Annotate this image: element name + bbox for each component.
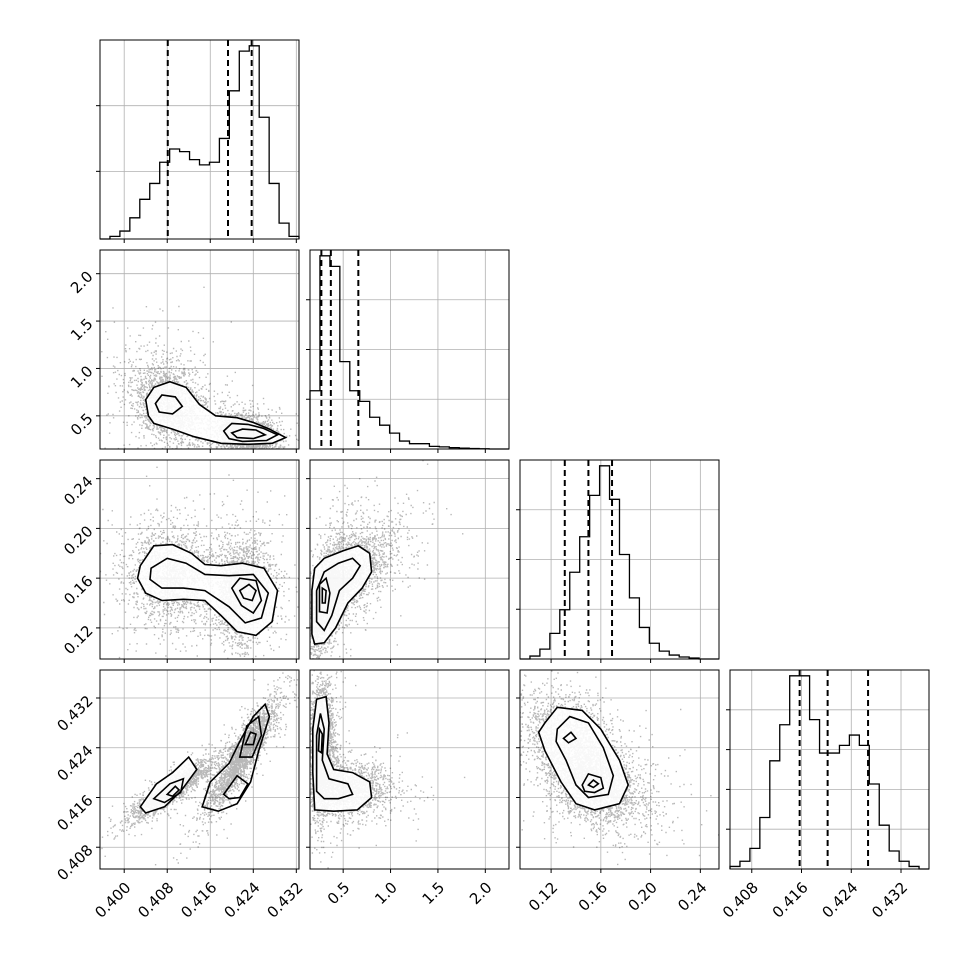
- panel-frame: [99, 459, 300, 660]
- scatter-points: [310, 670, 466, 869]
- x-tick-label: 0.416: [177, 879, 220, 922]
- panel-frame: [99, 249, 300, 450]
- y-tick-label: 0.12: [60, 622, 96, 658]
- panel-frame: [309, 249, 510, 450]
- panel-content: [100, 466, 299, 659]
- density-contour-3: [581, 772, 605, 794]
- panel-frame: [99, 39, 300, 240]
- panel-frame: [99, 669, 300, 870]
- x-tick-label: 1.5: [419, 879, 449, 909]
- x-tick-label: 0.5: [324, 879, 354, 909]
- density-contour-3: [230, 428, 268, 440]
- density-contour-2: [230, 577, 263, 615]
- hist-panel-3: [726, 669, 930, 870]
- scatter-panel-0-3: [99, 669, 300, 870]
- density-contour-4: [587, 779, 600, 789]
- panel-content: [520, 670, 719, 866]
- scatter-points: [100, 672, 299, 869]
- x-tick-label: 0.16: [575, 879, 611, 915]
- density-contour-1: [149, 557, 270, 624]
- x-tick-label: 0.424: [220, 879, 263, 922]
- density-contour-0: [537, 706, 630, 811]
- x-tick-label: 0.24: [674, 879, 710, 915]
- x-tick-label: 0.432: [263, 879, 306, 922]
- panel-frame: [309, 459, 510, 660]
- y-tick-label: 1.5: [67, 315, 97, 345]
- hist-panel-1: [306, 249, 510, 450]
- scatter-panel-2-3: [519, 669, 720, 870]
- density-contour-1: [315, 557, 362, 632]
- panel-content: [100, 286, 299, 449]
- density-contour-1: [315, 713, 354, 800]
- histogram-step-2: [520, 465, 719, 660]
- x-tick-label: 0.424: [818, 879, 861, 922]
- x-tick-label: 0.20: [624, 879, 660, 915]
- y-tick-label: 0.416: [53, 791, 96, 834]
- density-contour-1: [154, 394, 184, 415]
- x-tick-label: 0.400: [91, 879, 134, 922]
- x-tick-label: 1.0: [371, 879, 401, 909]
- density-contour-2: [562, 731, 578, 744]
- density-contour-3: [201, 702, 271, 813]
- density-contour-2: [317, 726, 324, 755]
- histogram-step-3: [729, 675, 929, 870]
- density-contour-0: [136, 543, 279, 637]
- x-tick-label: 0.416: [769, 879, 812, 922]
- hist-panel-0: [96, 39, 300, 240]
- y-tick-label: 0.424: [53, 742, 96, 785]
- density-contour-2: [222, 422, 280, 443]
- density-contour-5: [238, 715, 263, 758]
- histogram-step-0: [100, 45, 300, 240]
- scatter-points: [310, 460, 464, 659]
- density-contour-0: [311, 544, 373, 645]
- density-contour-6: [243, 731, 257, 746]
- x-tick-label: 2.0: [466, 879, 496, 909]
- y-tick-label: 0.16: [60, 572, 96, 608]
- y-tick-label: 0.408: [53, 841, 96, 884]
- scatter-panel-0-2: [99, 459, 300, 660]
- y-tick-label: 0.432: [53, 692, 96, 735]
- y-tick-label: 0.20: [60, 522, 96, 558]
- x-tick-label: 0.432: [868, 879, 911, 922]
- density-contour-1: [152, 777, 185, 804]
- density-contour-3: [321, 586, 327, 604]
- panel-frame: [519, 669, 720, 870]
- hist-panel-2: [516, 459, 720, 660]
- y-tick-label: 1.0: [67, 362, 97, 392]
- x-tick-label: 0.12: [525, 879, 561, 915]
- panel-frame: [519, 459, 720, 660]
- panel-content: [310, 670, 466, 869]
- density-contour-3: [238, 583, 257, 602]
- panel-content: [310, 460, 464, 659]
- panel-frame: [729, 669, 930, 870]
- panel-content: [100, 672, 299, 869]
- y-tick-label: 0.5: [67, 410, 97, 440]
- scatter-panel-1-2: [309, 459, 510, 660]
- x-tick-label: 0.408: [134, 879, 177, 922]
- density-contour-2: [318, 576, 331, 614]
- density-contour-2: [165, 785, 181, 798]
- scatter-panel-1-3: [309, 669, 510, 870]
- density-contour-0: [312, 695, 373, 813]
- histogram-step-1: [309, 255, 509, 450]
- scatter-panel-0-1: [99, 249, 300, 450]
- x-tick-label: 0.408: [719, 879, 762, 922]
- y-tick-label: 2.0: [67, 268, 97, 298]
- panel-frame: [309, 669, 510, 870]
- y-tick-label: 0.24: [60, 472, 96, 508]
- density-contour-4: [222, 774, 249, 800]
- density-contour-1: [555, 715, 615, 799]
- density-contour-0: [144, 380, 288, 446]
